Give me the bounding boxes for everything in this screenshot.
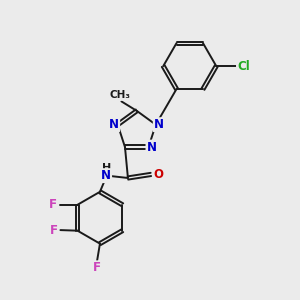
Text: Cl: Cl xyxy=(237,60,250,73)
Text: N: N xyxy=(146,141,157,154)
Text: N: N xyxy=(101,169,111,182)
Text: CH₃: CH₃ xyxy=(110,90,130,100)
Text: N: N xyxy=(109,118,119,131)
Text: H: H xyxy=(101,163,111,173)
Text: F: F xyxy=(50,198,57,211)
Text: F: F xyxy=(50,224,58,237)
Text: F: F xyxy=(93,261,101,274)
Text: O: O xyxy=(153,168,163,181)
Text: N: N xyxy=(154,118,164,131)
